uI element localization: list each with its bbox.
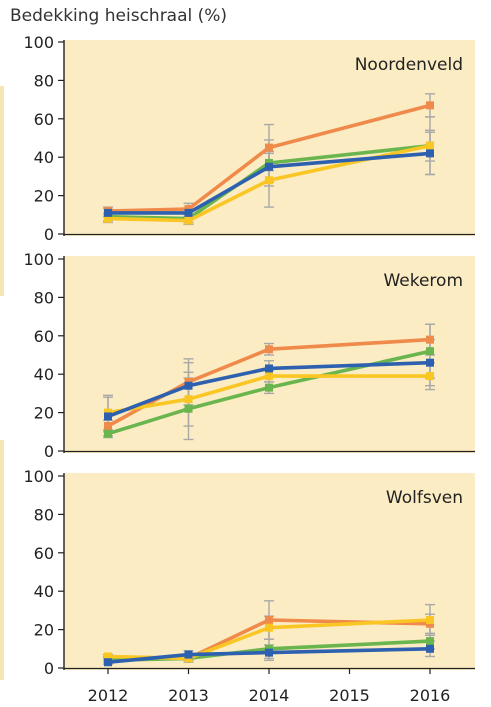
y-tick-label: 80: [34, 288, 54, 307]
data-point: [426, 358, 434, 367]
data-point: [104, 652, 112, 661]
panel-wekerom: 0 20 40 60 80 100 Wekerom: [23, 250, 475, 461]
series-line-3: [106, 143, 432, 223]
data-point: [426, 149, 434, 158]
y-tick-label: 40: [34, 148, 54, 167]
data-point: [426, 347, 434, 356]
data-point: [426, 141, 434, 150]
series-line-4: [106, 151, 432, 215]
data-point: [265, 648, 273, 657]
y-tick-label: 20: [34, 404, 54, 423]
data-point: [265, 616, 273, 624]
data-point: [265, 383, 273, 392]
data-point: [426, 372, 434, 381]
data-point: [426, 616, 434, 624]
data-point: [184, 404, 193, 413]
left-edge-strip-bottom: [0, 440, 4, 680]
data-point: [265, 364, 273, 373]
data-point: [184, 381, 193, 390]
data-point: [426, 644, 434, 653]
y-tick-label: 0: [44, 442, 54, 461]
data-point: [104, 214, 112, 223]
y-tick-label: 40: [34, 365, 54, 384]
data-point: [265, 345, 273, 354]
data-point: [426, 101, 434, 110]
left-edge-strip-top: [0, 86, 4, 296]
y-tick-label: 100: [23, 33, 54, 52]
data-point: [265, 143, 273, 152]
data-point: [265, 623, 273, 632]
data-point: [184, 395, 193, 404]
x-tick-label: 2012: [88, 686, 129, 705]
x-tick-label: 2014: [249, 686, 290, 705]
y-tick-label: 80: [34, 505, 54, 524]
y-tick-label: 100: [23, 467, 54, 486]
x-tick-label: 2016: [410, 686, 451, 705]
series-line-4: [106, 360, 432, 419]
y-tick-label: 60: [34, 544, 54, 563]
panel-wolfsven: 0 20 40 60 80 100 Wolfsven 2012 2013 2014 2015 2016: [23, 467, 475, 705]
series-line-1: [106, 337, 432, 428]
data-point: [184, 208, 193, 217]
data-point: [104, 412, 112, 421]
x-tick-label: 2013: [168, 686, 209, 705]
data-point: [104, 429, 112, 438]
panel-title: Noordenveld: [355, 55, 463, 75]
y-tick-label: 20: [34, 621, 54, 640]
data-point: [426, 335, 434, 344]
data-point: [104, 422, 112, 431]
series-line-3: [106, 374, 432, 415]
panel-title: Wekerom: [383, 271, 463, 291]
y-tick-label: 0: [44, 225, 54, 244]
panel-noordenveld: 0 20 40 60 80 100 Noordenveld: [23, 33, 475, 244]
y-tick-label: 60: [34, 110, 54, 129]
y-tick-label: 60: [34, 327, 54, 346]
data-point: [184, 216, 193, 225]
y-axis-label: Bedekking heischraal (%): [10, 6, 228, 26]
y-tick-label: 0: [44, 659, 54, 678]
series-line-1: [106, 103, 432, 213]
x-tick-label: 2015: [329, 686, 370, 705]
y-tick-label: 100: [23, 250, 54, 269]
data-point: [265, 162, 273, 171]
data-point: [265, 372, 273, 381]
y-tick-label: 80: [34, 71, 54, 90]
data-point: [104, 658, 112, 667]
data-point: [265, 176, 273, 185]
data-point: [104, 208, 112, 217]
y-tick-label: 20: [34, 187, 54, 206]
series-line-4: [106, 646, 432, 665]
data-point: [426, 637, 434, 646]
panel-title: Wolfsven: [386, 488, 463, 508]
data-point: [184, 650, 193, 659]
y-tick-label: 40: [34, 582, 54, 601]
series-line-2: [106, 349, 432, 436]
